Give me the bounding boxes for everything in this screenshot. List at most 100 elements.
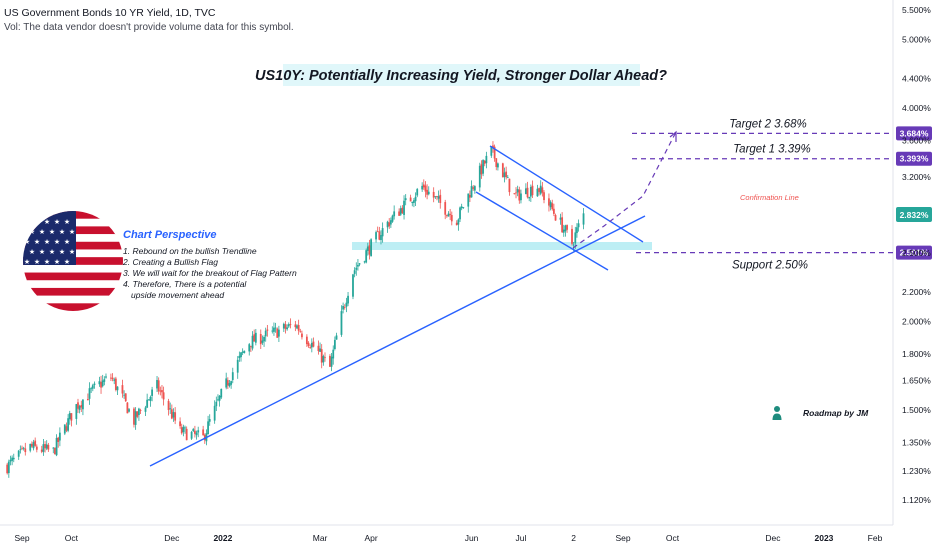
projection-arrow-head (669, 130, 677, 142)
candle-body (6, 464, 9, 474)
candle-body (460, 206, 463, 209)
candle-body (185, 428, 188, 441)
svg-text:★: ★ (64, 258, 70, 266)
candle-body (552, 208, 555, 214)
perspective-point-4: 4. Therefore, There is a potential (123, 279, 247, 289)
candle-body (156, 380, 158, 389)
candle-body (317, 345, 320, 352)
candle-body (424, 185, 427, 192)
candle-body (358, 263, 361, 265)
candle-body (554, 215, 557, 221)
candle-body (11, 457, 14, 461)
candle-body (121, 385, 124, 394)
candle-body (329, 355, 331, 367)
y-tick-label: 5.000% (902, 34, 931, 44)
candle-body (22, 447, 25, 449)
candle-body (90, 388, 93, 390)
level-badge-label: 3.393% (900, 154, 929, 164)
candle-body (134, 411, 137, 425)
candle-body (436, 196, 438, 197)
flag-upper-line[interactable] (489, 145, 644, 243)
candle-body (416, 189, 419, 196)
candle-body (113, 379, 116, 381)
candle-body (240, 352, 242, 358)
level-label: Target 2 3.68% (729, 118, 807, 130)
candle-body (518, 189, 521, 201)
candle-body (492, 145, 494, 148)
candle-body (174, 412, 177, 421)
candle-body (202, 429, 205, 436)
candle-body (307, 342, 310, 346)
svg-text:★: ★ (59, 248, 65, 256)
svg-text:★: ★ (24, 218, 30, 226)
x-axis-ticks: Sep Oct Dec 2022 Mar Apr Jun Jul 2 Sep Oct Dec 2023 F… (14, 533, 882, 543)
candle-body (388, 222, 391, 227)
candle-body (184, 427, 186, 429)
candle-body (411, 201, 414, 204)
candle-body (77, 402, 79, 409)
candle-body (375, 232, 377, 240)
x-tick-label: 2023 (814, 533, 833, 543)
candle-body (182, 426, 185, 433)
candle-body (378, 231, 381, 240)
candle-body (365, 250, 368, 263)
candle-body (551, 203, 554, 210)
level-badge (896, 151, 932, 166)
candle-body (162, 392, 165, 400)
candle-body (263, 336, 265, 342)
candle-body (529, 186, 532, 197)
candle-body (485, 155, 488, 164)
flag-lower-line[interactable] (475, 191, 609, 271)
candle-body (266, 329, 269, 331)
candle-body (524, 188, 527, 195)
x-tick-label: Oct (666, 533, 680, 543)
levels-group: Target 2 3.68% 3.684% Target 1 3.39% 3.393%… (632, 118, 932, 272)
x-tick-label: Sep (615, 533, 630, 543)
candle-body (225, 378, 228, 388)
y-tick-label: 2.500% (902, 248, 931, 258)
candle-body (128, 409, 130, 412)
candle-body (44, 444, 46, 449)
candle-body (169, 408, 172, 410)
candle-body (75, 404, 78, 419)
candle-body (516, 189, 519, 193)
candle-body (513, 193, 516, 195)
svg-text:★: ★ (44, 218, 50, 226)
x-tick-label: 2022 (213, 533, 232, 543)
candle-body (472, 187, 475, 189)
candle-body (86, 398, 89, 401)
candle-body (123, 394, 125, 396)
y-tick-label: 1.230% (902, 466, 931, 476)
bullish-trendline[interactable] (149, 215, 646, 467)
candle-body (207, 421, 209, 435)
candle-body (414, 196, 417, 202)
candle-body (515, 192, 517, 194)
candle-body (236, 359, 239, 373)
candle-body (238, 355, 241, 359)
candle-body (70, 413, 73, 421)
candle-body (111, 377, 114, 380)
candle-body (35, 446, 38, 450)
candle-body (197, 430, 200, 433)
y-tick-label: 1.350% (902, 437, 931, 447)
candle-body (562, 229, 565, 233)
y-tick-label: 1.120% (902, 495, 931, 505)
level-badge-label: 2.501% (900, 248, 929, 258)
candle-body (40, 449, 43, 452)
candle-body (574, 232, 577, 244)
candle-body (459, 207, 461, 220)
candle-body (149, 396, 152, 401)
roadmap-credit: Roadmap by JM (803, 408, 869, 418)
svg-text:★: ★ (24, 238, 30, 246)
candle-body (273, 327, 275, 332)
candle-body (548, 198, 550, 206)
candle-body (63, 424, 66, 434)
candle-body (508, 178, 511, 193)
candle-body (282, 323, 285, 329)
svg-text:★: ★ (69, 248, 75, 256)
svg-text:★: ★ (59, 228, 65, 236)
candle-body (345, 302, 348, 307)
candle-body (309, 347, 312, 348)
